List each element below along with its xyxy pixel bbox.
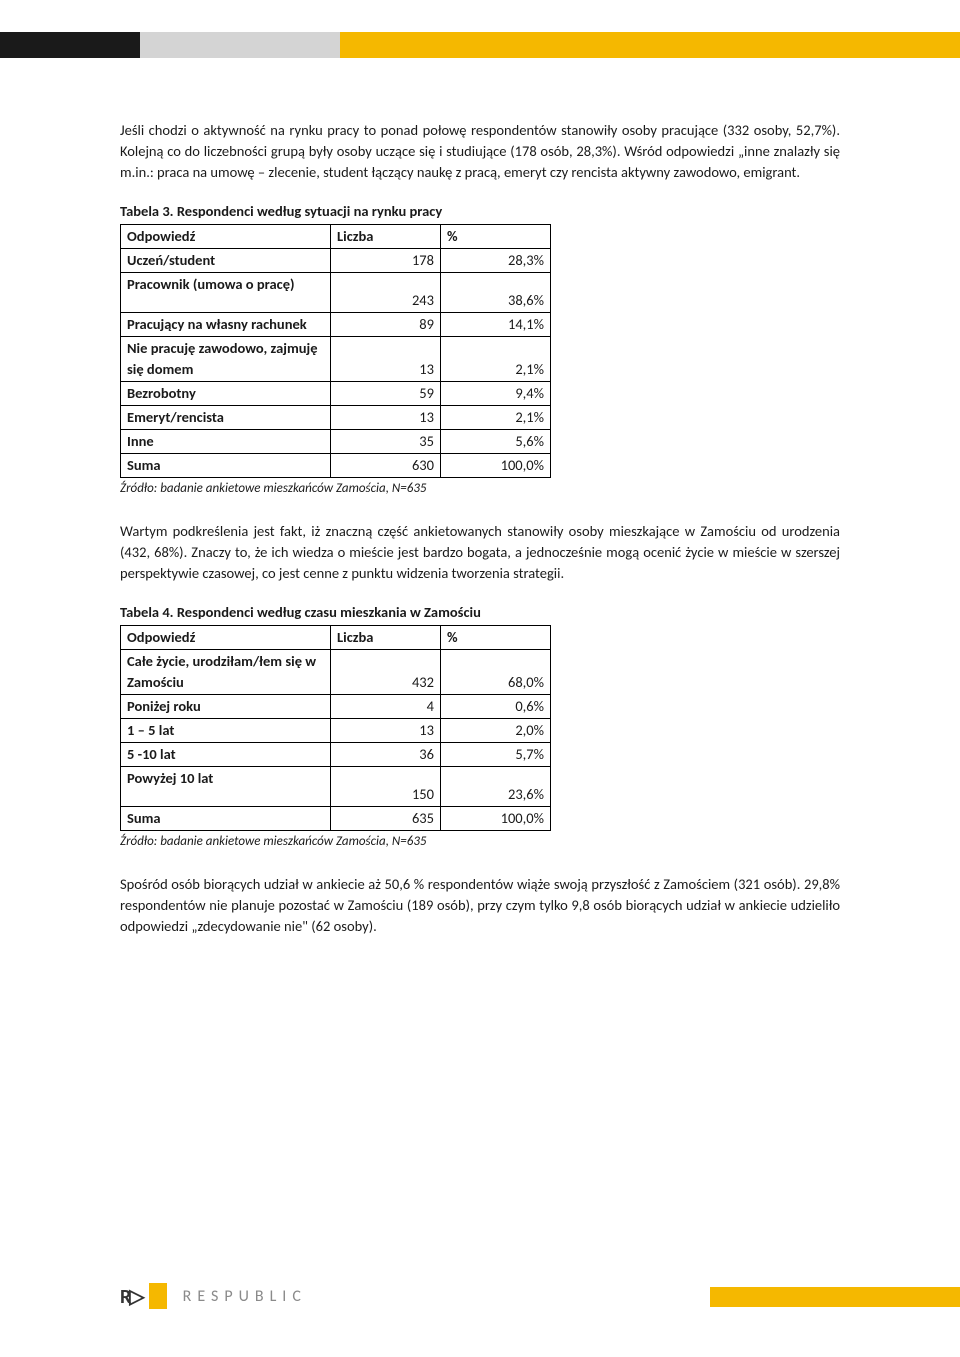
footer-brand-text: RESPUBLIC [183,1287,307,1306]
table3-row-pct: 5,6% [441,430,551,454]
table4-row-label: Suma [121,807,331,831]
header-gold-segment [340,32,960,58]
table3-row-label: Emeryt/rencista [121,406,331,430]
table4-row-count: 13 [331,719,441,743]
table3-row-label: Nie pracuję zawodowo, zajmuję się domem [121,337,331,382]
table4-row-pct: 2,0% [441,719,551,743]
table3-row: Pracujący na własny rachunek8914,1% [121,313,551,337]
table3-row: Nie pracuję zawodowo, zajmuję się domem1… [121,337,551,382]
footer-gold-stripe [710,1287,960,1307]
table3-row-pct: 2,1% [441,337,551,382]
table3-row-count: 59 [331,382,441,406]
paragraph-3: Spośród osób biorących udział w ankiecie… [120,874,840,937]
table3-row-pct: 100,0% [441,454,551,478]
table4-row-label: Całe życie, urodziłam/łem się w Zamościu [121,650,331,695]
table4-header-1: Liczba [331,626,441,650]
table3-row-pct: 28,3% [441,249,551,273]
table4-row-label: Powyżej 10 lat [121,767,331,807]
table4-header-0: Odpowiedź [121,626,331,650]
footer-logo: R▷ RESPUBLIC [120,1283,307,1309]
table3-row-count: 630 [331,454,441,478]
table3-header-2: % [441,225,551,249]
page-content: Jeśli chodzi o aktywność na rynku pracy … [120,120,840,955]
table4-header-2: % [441,626,551,650]
table3-row-label: Inne [121,430,331,454]
table3-row-pct: 2,1% [441,406,551,430]
table3-row-label: Pracujący na własny rachunek [121,313,331,337]
table3-row-count: 13 [331,406,441,430]
table4-row-pct: 5,7% [441,743,551,767]
table3-row-count: 89 [331,313,441,337]
table3-row-label: Suma [121,454,331,478]
table4-row: Suma635100,0% [121,807,551,831]
table3-row: Inne355,6% [121,430,551,454]
footer-logo-mark-icon: R▷ [120,1284,143,1309]
table4-row-label: 1 – 5 lat [121,719,331,743]
paragraph-1: Jeśli chodzi o aktywność na rynku pracy … [120,120,840,183]
table4-row-pct: 68,0% [441,650,551,695]
table3-row-count: 178 [331,249,441,273]
table4-row-count: 432 [331,650,441,695]
table3-row-pct: 38,6% [441,273,551,313]
table3-header-0: Odpowiedź [121,225,331,249]
table3-row-count: 35 [331,430,441,454]
table4-row-label: Poniżej roku [121,695,331,719]
table4-row: Poniżej roku40,6% [121,695,551,719]
table3-row: Suma630100,0% [121,454,551,478]
table4-row-count: 36 [331,743,441,767]
table4-row: Powyżej 10 lat15023,6% [121,767,551,807]
table3-source: Źródło: badanie ankietowe mieszkańców Za… [120,480,840,499]
table4-row-pct: 23,6% [441,767,551,807]
table3-row: Pracownik (umowa o pracę)24338,6% [121,273,551,313]
table4: Odpowiedź Liczba % Całe życie, urodziłam… [120,625,551,831]
header-bar [0,32,960,58]
table3-row-count: 243 [331,273,441,313]
table3: Odpowiedź Liczba % Uczeń/student17828,3%… [120,224,551,478]
table3-header-1: Liczba [331,225,441,249]
table3-row-label: Uczeń/student [121,249,331,273]
table4-row: 5 -10 lat365,7% [121,743,551,767]
table3-row-pct: 9,4% [441,382,551,406]
table4-row-count: 150 [331,767,441,807]
table4-row-count: 635 [331,807,441,831]
footer: R▷ RESPUBLIC [0,1283,960,1313]
table3-row: Bezrobotny599,4% [121,382,551,406]
table3-row-pct: 14,1% [441,313,551,337]
table4-row-label: 5 -10 lat [121,743,331,767]
table4-row-pct: 0,6% [441,695,551,719]
header-grey-segment [140,32,340,58]
table4-source: Źródło: badanie ankietowe mieszkańców Za… [120,833,840,852]
footer-logo-square-icon [149,1283,167,1309]
header-black-segment [0,32,140,58]
table3-row-count: 13 [331,337,441,382]
table3-row-label: Bezrobotny [121,382,331,406]
table3-title: Tabela 3. Respondenci według sytuacji na… [120,201,840,222]
table4-row: 1 – 5 lat132,0% [121,719,551,743]
table4-row-count: 4 [331,695,441,719]
table4-title: Tabela 4. Respondenci według czasu miesz… [120,602,840,623]
table3-row: Emeryt/rencista132,1% [121,406,551,430]
table3-row: Uczeń/student17828,3% [121,249,551,273]
table4-row-pct: 100,0% [441,807,551,831]
paragraph-2: Wartym podkreślenia jest fakt, iż znaczn… [120,521,840,584]
table3-row-label: Pracownik (umowa o pracę) [121,273,331,313]
table4-row: Całe życie, urodziłam/łem się w Zamościu… [121,650,551,695]
